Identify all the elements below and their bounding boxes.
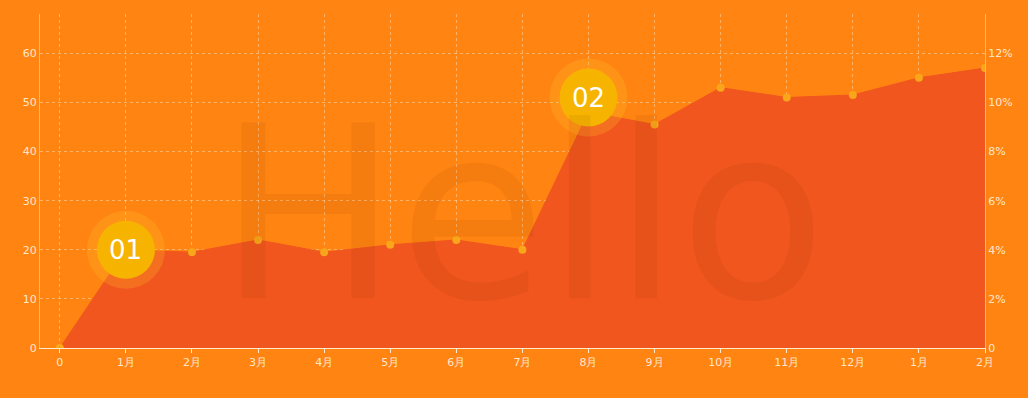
svg-text:6月: 6月	[447, 356, 465, 369]
svg-text:10%: 10%	[988, 96, 1012, 109]
svg-text:2%: 2%	[988, 293, 1005, 306]
svg-text:10月: 10月	[708, 356, 733, 369]
svg-text:0: 0	[988, 342, 995, 355]
svg-text:8月: 8月	[580, 356, 598, 369]
svg-text:1月: 1月	[910, 356, 928, 369]
svg-text:01: 01	[109, 235, 142, 265]
svg-text:12月: 12月	[840, 356, 865, 369]
svg-text:12%: 12%	[988, 47, 1012, 60]
svg-text:02: 02	[572, 83, 605, 113]
svg-text:10: 10	[23, 293, 37, 306]
svg-text:5月: 5月	[381, 356, 399, 369]
svg-text:7月: 7月	[513, 356, 531, 369]
svg-text:0: 0	[56, 356, 63, 369]
svg-text:4%: 4%	[988, 244, 1005, 257]
svg-text:50: 50	[23, 96, 37, 109]
svg-text:4月: 4月	[315, 356, 333, 369]
svg-text:20: 20	[23, 244, 37, 257]
svg-text:8%: 8%	[988, 145, 1005, 158]
svg-text:Hello: Hello	[218, 75, 826, 355]
svg-text:60: 60	[23, 47, 37, 60]
svg-text:2月: 2月	[976, 356, 994, 369]
svg-text:40: 40	[23, 145, 37, 158]
svg-text:6%: 6%	[988, 195, 1005, 208]
svg-text:11月: 11月	[774, 356, 799, 369]
svg-text:9月: 9月	[646, 356, 664, 369]
svg-text:2月: 2月	[183, 356, 201, 369]
svg-text:30: 30	[23, 195, 37, 208]
svg-text:1月: 1月	[117, 356, 135, 369]
svg-text:0: 0	[30, 342, 37, 355]
svg-text:3月: 3月	[249, 356, 267, 369]
